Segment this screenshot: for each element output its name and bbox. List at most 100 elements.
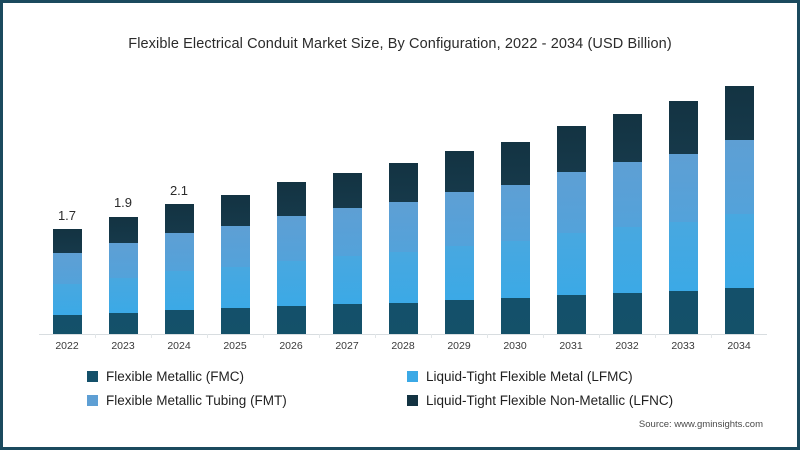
- bar-group[interactable]: [332, 73, 362, 335]
- stacked-bar[interactable]: [108, 216, 138, 335]
- legend-item-lfmc[interactable]: Liquid-Tight Flexible Metal (LFMC): [407, 369, 747, 384]
- bar-group[interactable]: [724, 73, 754, 335]
- bar-segment[interactable]: [556, 126, 586, 172]
- bar-segment[interactable]: [724, 140, 754, 214]
- bar-segment[interactable]: [500, 141, 530, 185]
- x-axis-tick-mark: [543, 334, 544, 338]
- bar-segment[interactable]: [164, 310, 194, 335]
- bar-segment[interactable]: [612, 161, 642, 228]
- stacked-bar[interactable]: [556, 126, 586, 335]
- bar-segment[interactable]: [332, 172, 362, 209]
- legend-item-fmc[interactable]: Flexible Metallic (FMC): [87, 369, 407, 384]
- bar-group[interactable]: [668, 73, 698, 335]
- bar-segment[interactable]: [668, 290, 698, 335]
- x-axis-tick-mark: [431, 334, 432, 338]
- bar-segment[interactable]: [668, 101, 698, 154]
- x-axis-tick-label: 2026: [279, 340, 303, 352]
- bar-segment[interactable]: [668, 222, 698, 291]
- bar-value-label: 1.7: [57, 207, 77, 223]
- bar-segment[interactable]: [108, 216, 138, 243]
- bar-segment[interactable]: [108, 312, 138, 335]
- bar-segment[interactable]: [332, 256, 362, 305]
- bar-segment[interactable]: [388, 252, 418, 303]
- bar-segment[interactable]: [668, 153, 698, 223]
- bar-group[interactable]: 1.9: [108, 73, 138, 335]
- bar-segment[interactable]: [444, 245, 474, 301]
- x-axis-tick-label: 2025: [223, 340, 247, 352]
- bar-segment[interactable]: [444, 191, 474, 246]
- x-axis-tick-mark: [263, 334, 264, 338]
- bar-group[interactable]: [556, 73, 586, 335]
- bar-segment[interactable]: [164, 232, 194, 272]
- bar-segment[interactable]: [276, 305, 306, 335]
- stacked-bar[interactable]: [724, 85, 754, 335]
- bar-group[interactable]: 1.7: [52, 73, 82, 335]
- bar-segment[interactable]: [612, 292, 642, 335]
- bar-segment[interactable]: [724, 85, 754, 141]
- stacked-bar[interactable]: [668, 101, 698, 335]
- bar-segment[interactable]: [500, 184, 530, 242]
- source-attribution: Source: www.gminsights.com: [638, 419, 763, 430]
- bar-segment[interactable]: [556, 171, 586, 234]
- bar-segment[interactable]: [444, 151, 474, 192]
- bar-group[interactable]: [220, 73, 250, 335]
- stacked-bar[interactable]: [388, 163, 418, 335]
- bar-segment[interactable]: [332, 208, 362, 257]
- bar-segment[interactable]: [52, 315, 82, 335]
- legend-item-fmt[interactable]: Flexible Metallic Tubing (FMT): [87, 393, 407, 408]
- legend-swatch-icon: [87, 395, 98, 406]
- bar-segment[interactable]: [556, 295, 586, 335]
- bar-segment[interactable]: [52, 283, 82, 316]
- x-axis-tick-mark: [375, 334, 376, 338]
- bar-segment[interactable]: [612, 227, 642, 293]
- stacked-bar[interactable]: [52, 228, 82, 335]
- bar-group[interactable]: [500, 73, 530, 335]
- bar-segment[interactable]: [500, 298, 530, 335]
- stacked-bar[interactable]: [332, 172, 362, 335]
- x-axis-tick-label: 2033: [671, 340, 695, 352]
- stacked-bar[interactable]: [612, 113, 642, 335]
- bar-segment[interactable]: [108, 242, 138, 278]
- bar-segment[interactable]: [52, 252, 82, 284]
- stacked-bar[interactable]: [220, 194, 250, 335]
- bar-segment[interactable]: [500, 241, 530, 299]
- plot-area: 1.7 1.9 2.1: [39, 73, 767, 335]
- bar-segment[interactable]: [164, 271, 194, 311]
- bar-segment[interactable]: [276, 182, 306, 216]
- legend-swatch-icon: [87, 371, 98, 382]
- bar-segment[interactable]: [388, 201, 418, 253]
- bar-segment[interactable]: [556, 233, 586, 296]
- x-axis-tick-mark: [655, 334, 656, 338]
- bar-segment[interactable]: [332, 304, 362, 335]
- bar-group[interactable]: [444, 73, 474, 335]
- x-axis-tick-label: 2024: [167, 340, 191, 352]
- x-axis-tick-label: 2027: [335, 340, 359, 352]
- bar-segment[interactable]: [220, 308, 250, 335]
- bar-group[interactable]: [612, 73, 642, 335]
- bar-segment[interactable]: [276, 260, 306, 306]
- stacked-bar[interactable]: [276, 182, 306, 335]
- legend-label: Liquid-Tight Flexible Metal (LFMC): [426, 369, 633, 384]
- bar-group[interactable]: 2.1: [164, 73, 194, 335]
- bar-segment[interactable]: [52, 228, 82, 253]
- stacked-bar[interactable]: [444, 151, 474, 335]
- bar-segment[interactable]: [724, 287, 754, 335]
- x-axis-tick-mark: [487, 334, 488, 338]
- bar-segment[interactable]: [388, 302, 418, 335]
- bar-segment[interactable]: [612, 113, 642, 162]
- bar-segment[interactable]: [276, 215, 306, 261]
- bar-segment[interactable]: [724, 214, 754, 288]
- bar-segment[interactable]: [220, 194, 250, 226]
- chart-legend: Flexible Metallic (FMC) Liquid-Tight Fle…: [87, 369, 747, 408]
- bar-segment[interactable]: [220, 225, 250, 268]
- bar-segment[interactable]: [108, 277, 138, 313]
- bar-segment[interactable]: [388, 163, 418, 202]
- stacked-bar[interactable]: [164, 204, 194, 335]
- bar-group[interactable]: [276, 73, 306, 335]
- bar-segment[interactable]: [220, 267, 250, 309]
- bar-group[interactable]: [388, 73, 418, 335]
- bar-segment[interactable]: [444, 300, 474, 335]
- legend-item-lfnc[interactable]: Liquid-Tight Flexible Non-Metallic (LFNC…: [407, 393, 747, 408]
- bar-segment[interactable]: [164, 204, 194, 233]
- stacked-bar[interactable]: [500, 141, 530, 335]
